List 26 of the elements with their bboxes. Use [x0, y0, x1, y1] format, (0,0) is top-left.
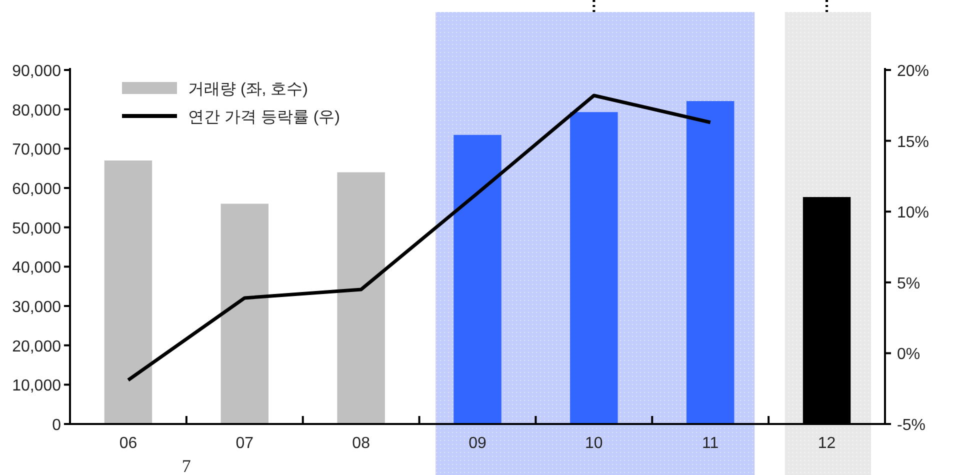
- legend-label: 거래량 (좌, 호수): [188, 81, 308, 98]
- y2-tick-label: -5%: [897, 417, 926, 434]
- x-tick-label: 11: [702, 435, 719, 452]
- y2-tick-label: 5%: [897, 275, 920, 292]
- legend-label: 연간 가격 등락률 (우): [188, 109, 340, 126]
- y2-tick-label: 15%: [897, 134, 930, 151]
- y-tick-label: 20,000: [12, 338, 62, 356]
- y2-tick-label: 20%: [897, 63, 930, 80]
- y-tick-label: 80,000: [12, 102, 62, 120]
- y-tick-label: 70,000: [12, 142, 62, 159]
- x-tick-label: 12: [818, 435, 836, 452]
- y-tick-label: 30,000: [12, 299, 62, 316]
- x-tick-label: 06: [119, 435, 138, 452]
- y-tick-label: 40,000: [12, 260, 62, 277]
- text: 7: [182, 456, 191, 475]
- x-tick-label: 10: [585, 435, 603, 452]
- y2-tick-label: 0%: [897, 346, 920, 364]
- y-tick-label: 50,000: [12, 220, 62, 238]
- x-tick-label: 07: [236, 435, 254, 452]
- y-tick-label: 10,000: [12, 378, 62, 395]
- y-tick-label: 0: [52, 417, 62, 434]
- y-tick-label: 90,000: [12, 63, 62, 80]
- y2-tick-label: 10%: [897, 204, 930, 222]
- y-tick-label: 60,000: [12, 181, 62, 198]
- x-tick-label: 09: [468, 435, 486, 452]
- x-tick-label: 08: [352, 435, 370, 452]
